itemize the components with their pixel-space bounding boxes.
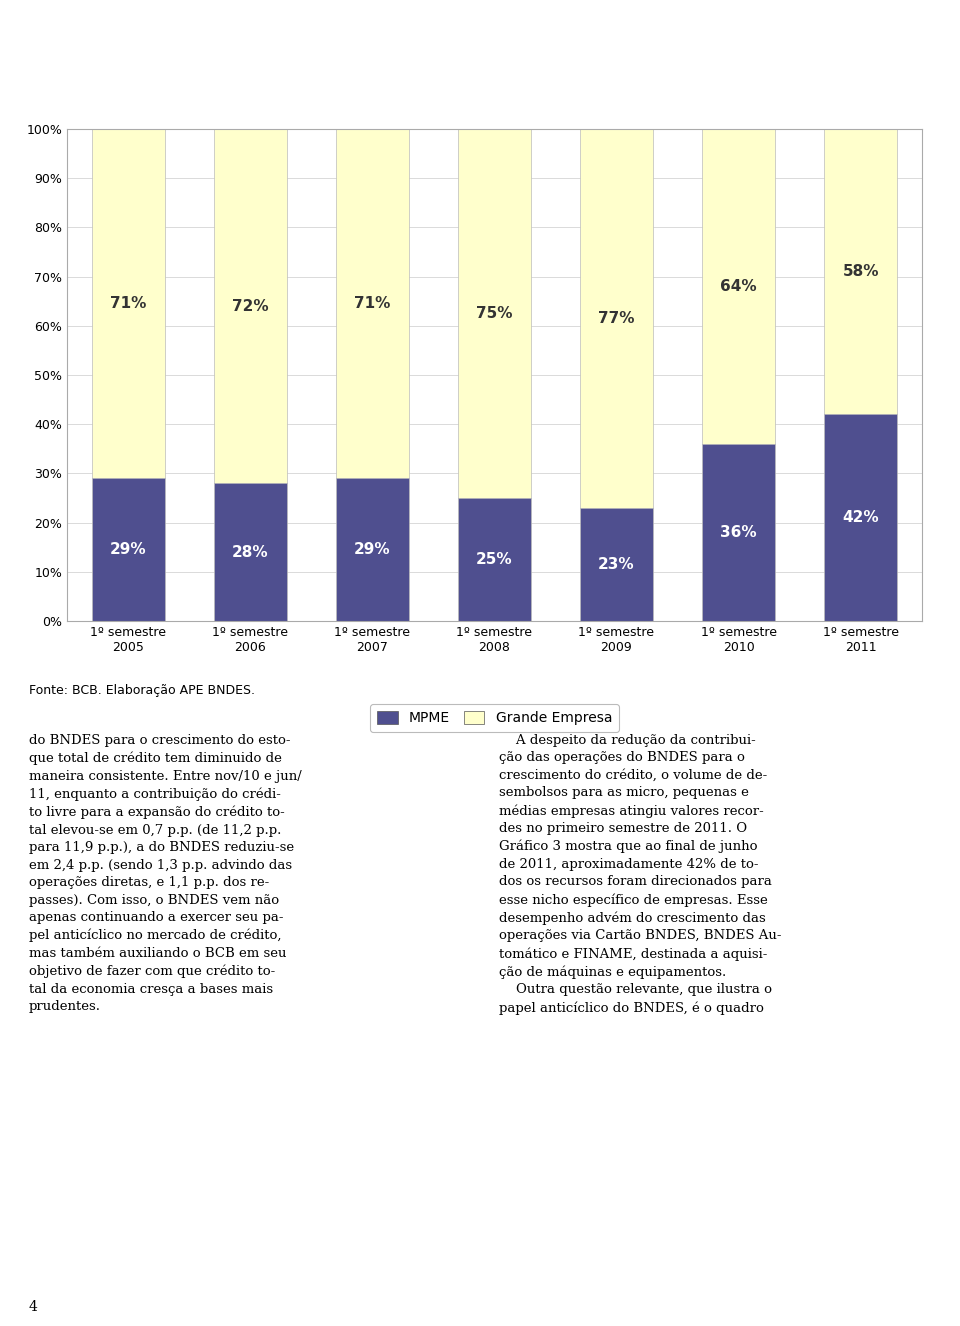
Text: 71%: 71% xyxy=(110,296,147,312)
Bar xyxy=(824,129,898,414)
Text: Fonte: BCB. Elaboração APE BNDES.: Fonte: BCB. Elaboração APE BNDES. xyxy=(29,684,254,697)
Bar xyxy=(214,129,287,483)
Text: A despeito da redução da contribui-
ção das operações do BNDES para o
cresciment: A despeito da redução da contribui- ção … xyxy=(499,733,781,1014)
Text: 64%: 64% xyxy=(720,278,756,294)
Text: 58%: 58% xyxy=(842,264,878,278)
Bar xyxy=(580,129,653,508)
Text: 29%: 29% xyxy=(109,542,147,557)
Bar xyxy=(824,414,898,621)
Bar xyxy=(91,129,165,479)
Text: 23%: 23% xyxy=(598,557,635,572)
Text: 25%: 25% xyxy=(476,552,513,568)
Bar xyxy=(580,508,653,621)
Bar xyxy=(336,479,409,621)
Bar xyxy=(458,129,531,497)
Text: 36%: 36% xyxy=(720,525,756,540)
Bar xyxy=(458,497,531,621)
Bar xyxy=(702,444,775,621)
Bar xyxy=(702,129,775,444)
Text: do BNDES para o crescimento do esto-
que total de crédito tem diminuido de
manei: do BNDES para o crescimento do esto- que… xyxy=(29,733,301,1013)
Text: 77%: 77% xyxy=(598,310,635,326)
Text: 71%: 71% xyxy=(354,296,391,312)
Text: 29%: 29% xyxy=(354,542,391,557)
Text: 42%: 42% xyxy=(842,511,879,525)
Bar xyxy=(91,479,165,621)
Bar xyxy=(214,483,287,621)
Text: 28%: 28% xyxy=(232,545,269,560)
Text: Empresa (em %): Empresa (em %) xyxy=(394,69,566,88)
Text: 72%: 72% xyxy=(232,298,269,313)
Bar xyxy=(336,129,409,479)
Text: 75%: 75% xyxy=(476,306,513,321)
Legend: MPME, Grande Empresa: MPME, Grande Empresa xyxy=(370,704,619,732)
Text: Gráfico 3 – Distribuição dos Desembolsos do BNDES por Porte de: Gráfico 3 – Distribuição dos Desembolsos… xyxy=(137,25,823,45)
Text: 4: 4 xyxy=(29,1299,37,1314)
